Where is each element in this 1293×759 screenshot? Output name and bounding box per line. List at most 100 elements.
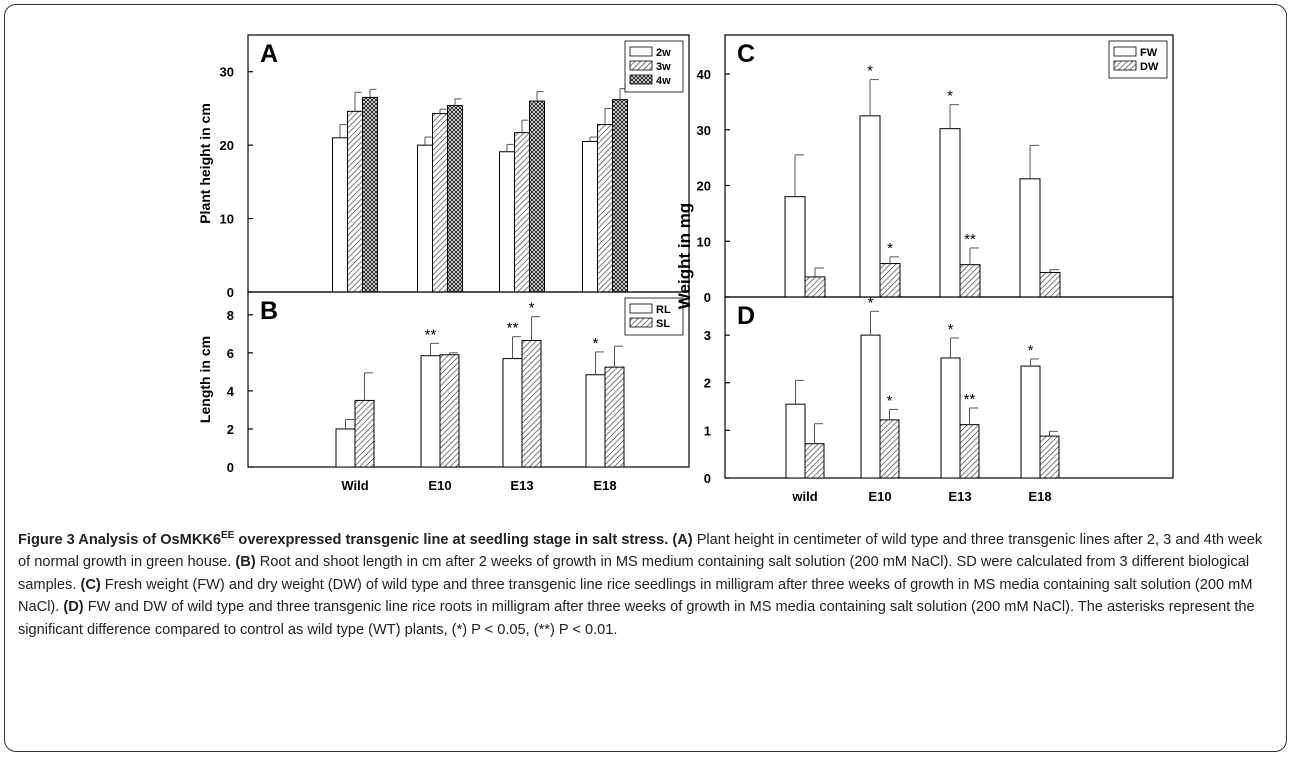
significance-mark: * — [868, 294, 874, 311]
y-tick-label: 4 — [227, 384, 235, 399]
bar-c-DW-E13 — [959, 264, 981, 298]
bar-d-DW-E18 — [1039, 435, 1060, 479]
bar-c-DW-E10 — [879, 263, 901, 298]
legend-label-3w: 3w — [656, 61, 671, 73]
y-tick-label: 40 — [697, 67, 711, 82]
bar-d-FW-wild — [785, 403, 806, 479]
significance-mark: ** — [964, 391, 976, 408]
bar-c-FW-wild — [784, 196, 806, 298]
x-tick-label: E10 — [428, 478, 451, 493]
y-tick-label: 30 — [697, 123, 711, 138]
panel-c-label: C — [737, 40, 755, 68]
bar-c-FW-E18 — [1019, 178, 1041, 298]
legend-label-SL: SL — [656, 318, 670, 330]
bar-a-4w-E18 — [612, 99, 628, 293]
legend-label-DW: DW — [1140, 61, 1159, 73]
bar-d-FW-E13 — [940, 357, 961, 479]
caption-text-c: Fresh weight (FW) and dry weight (DW) of… — [18, 576, 1253, 616]
shared-y-axis-label: Weight in mg — [675, 203, 694, 309]
bar-c-FW-E10 — [859, 115, 881, 298]
y-tick-label: 0 — [227, 460, 234, 475]
y-tick-label: 30 — [220, 65, 234, 80]
bar-b-RL-E10 — [420, 355, 441, 468]
bar-b-SL-E18 — [604, 366, 625, 468]
y-tick-label: 2 — [704, 376, 711, 391]
y-tick-label: 0 — [704, 290, 711, 305]
significance-mark: * — [529, 300, 535, 317]
legend-swatch-DW — [1113, 60, 1137, 71]
x-tick-label: wild — [791, 489, 817, 504]
bar-b-RL-E13 — [502, 358, 523, 468]
y-axis-label: Length in cm — [197, 336, 213, 423]
legend-label-2w: 2w — [656, 47, 671, 59]
bar-a-3w-Wild — [347, 110, 363, 293]
bar-c-FW-E13 — [939, 128, 961, 298]
bar-b-RL-Wild — [335, 428, 356, 468]
legend-label-4w: 4w — [656, 75, 671, 87]
bar-b-RL-E18 — [585, 374, 606, 468]
y-tick-label: 20 — [220, 138, 234, 153]
bar-a-3w-E10 — [432, 113, 448, 293]
y-tick-label: 0 — [227, 285, 234, 300]
y-tick-label: 10 — [697, 234, 711, 249]
y-tick-label: 6 — [227, 346, 234, 361]
y-tick-label: 1 — [704, 423, 711, 438]
y-tick-label: 10 — [220, 212, 234, 227]
caption-text-a: Plant height in centimeter of wild type … — [18, 531, 1263, 571]
caption-label-d: (D) — [63, 599, 84, 616]
x-tick-label: E10 — [868, 489, 891, 504]
y-tick-label: 20 — [697, 179, 711, 194]
significance-mark: * — [948, 321, 954, 338]
caption-label-c: (C) — [80, 576, 101, 593]
legend-swatch-SL — [629, 317, 653, 328]
caption-label-b: (B) — [235, 554, 256, 571]
y-tick-label: 3 — [704, 328, 711, 343]
bar-d-DW-E10 — [879, 419, 900, 479]
bar-c-DW-E18 — [1039, 271, 1061, 298]
significance-mark: * — [947, 88, 953, 105]
bar-d-FW-E18 — [1020, 365, 1041, 479]
caption-text-b: Root and shoot length in cm after 2 week… — [18, 554, 1250, 593]
caption-label-a: (A) — [672, 531, 693, 548]
bar-a-4w-E10 — [447, 104, 463, 293]
bar-c-DW-wild — [804, 276, 826, 298]
legend-swatch-3w — [629, 60, 653, 71]
significance-mark: ** — [425, 326, 437, 343]
legend-swatch-RL — [629, 303, 653, 314]
x-tick-label: E18 — [593, 478, 616, 493]
y-tick-label: 8 — [227, 308, 234, 323]
legend-swatch-FW — [1113, 46, 1137, 57]
significance-mark: * — [1028, 342, 1034, 359]
bar-a-3w-E18 — [597, 124, 613, 293]
panel-d-label: D — [737, 302, 755, 330]
caption-title: Figure 3 Analysis of OsMKK6EE overexpres… — [18, 530, 669, 548]
x-tick-label: E18 — [1028, 489, 1051, 504]
significance-mark: * — [887, 240, 893, 257]
caption-text-d: FW and DW of wild type and three transge… — [18, 599, 1255, 638]
bar-b-SL-E10 — [439, 354, 460, 468]
bar-a-4w-E13 — [529, 100, 545, 293]
figure-caption: Figure 3 Analysis of OsMKK6EE overexpres… — [18, 525, 1276, 641]
bar-a-2w-Wild — [332, 137, 348, 293]
significance-mark: * — [887, 392, 893, 409]
significance-mark: * — [593, 335, 599, 352]
legend-label-RL: RL — [656, 304, 671, 316]
bar-d-FW-E10 — [860, 334, 881, 479]
significance-mark: ** — [964, 231, 976, 248]
bar-a-4w-Wild — [362, 96, 378, 293]
x-tick-label: E13 — [510, 478, 533, 493]
panel-a-label: A — [260, 40, 278, 68]
x-tick-label: Wild — [341, 478, 368, 493]
legend-swatch-2w — [629, 46, 653, 57]
legend-label-FW: FW — [1140, 47, 1158, 59]
panel-b-label: B — [260, 297, 278, 325]
y-tick-label: 2 — [227, 422, 234, 437]
bar-a-2w-E10 — [417, 144, 433, 293]
figure-frame — [4, 4, 1287, 752]
bar-b-SL-E13 — [521, 340, 542, 468]
legend-swatch-4w — [629, 74, 653, 85]
x-tick-label: E13 — [948, 489, 971, 504]
bar-a-3w-E13 — [514, 132, 530, 293]
panel-b-frame — [247, 291, 690, 468]
